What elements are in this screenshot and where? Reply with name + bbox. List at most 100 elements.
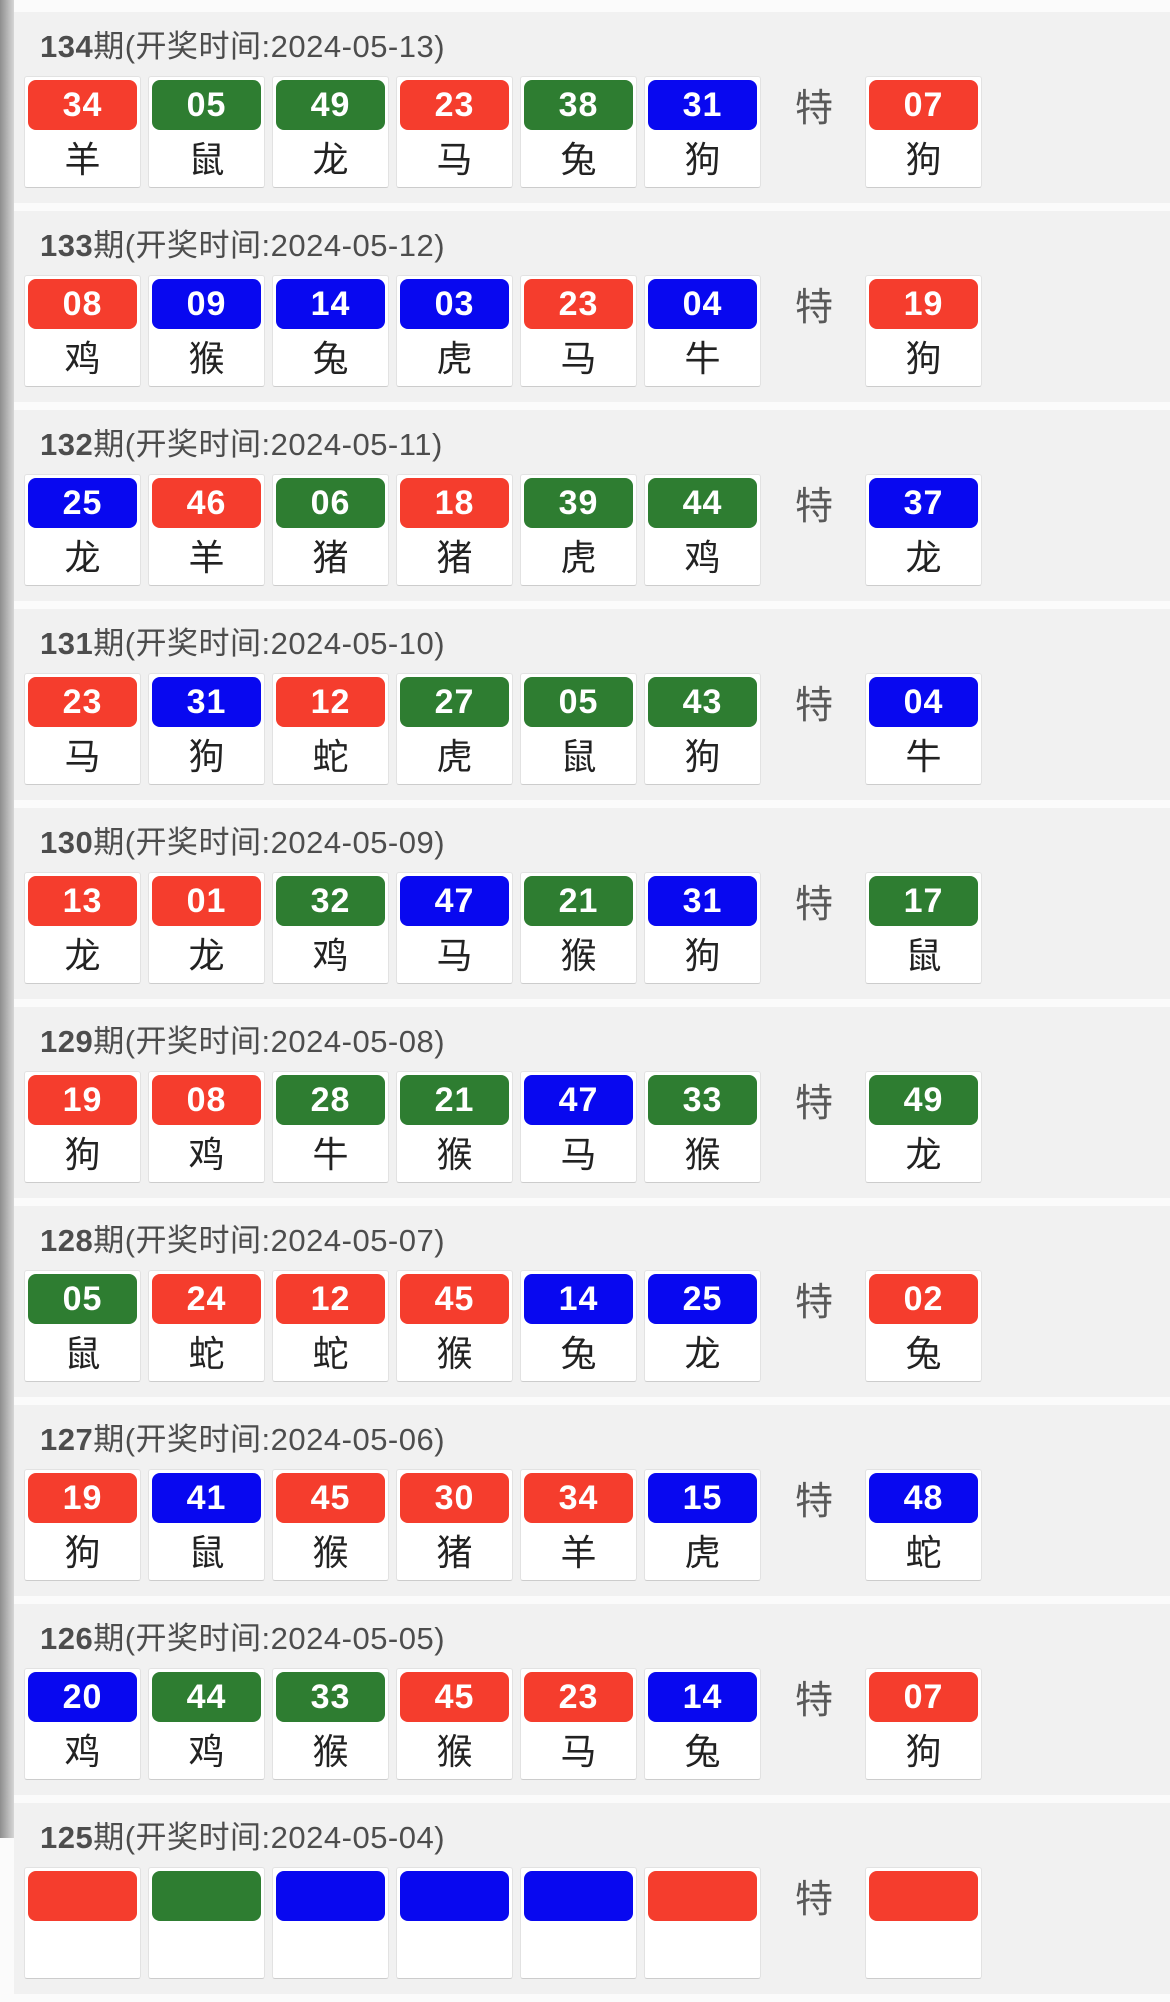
ball-cell: 25 龙: [644, 1270, 761, 1382]
ball-number: 47: [400, 876, 509, 926]
ball-cell: 44 鸡: [644, 474, 761, 586]
ball-cell: [644, 1867, 761, 1979]
draw-time-label: 期(开奖时间:2024-05-11): [93, 427, 443, 462]
ball-cell: 24 蛇: [148, 1270, 265, 1382]
ball-zodiac: 猪: [436, 1532, 473, 1573]
balls-row: 13 龙 01 龙 32 鸡 47 马 21 猴 31 狗 特 17 鼠: [24, 872, 1170, 984]
draw-result-block: 131期(开奖时间:2024-05-10) 23 马 31 狗 12 蛇 27 …: [14, 609, 1170, 800]
ball-number: 19: [28, 1075, 137, 1125]
draw-time-label: 期(开奖时间:2024-05-12): [93, 228, 446, 263]
special-ball-cell: 02 兔: [865, 1270, 982, 1382]
draw-time-label: 期(开奖时间:2024-05-05): [93, 1621, 446, 1656]
ball-cell: 31 狗: [644, 76, 761, 188]
ball-zodiac: 马: [560, 338, 597, 379]
ball-cell: 44 鸡: [148, 1668, 265, 1780]
ball-number: 14: [524, 1274, 633, 1324]
ball-cell: 03 虎: [396, 275, 513, 387]
ball-number: 25: [28, 478, 137, 528]
draw-period-header: 128期(开奖时间:2024-05-07): [40, 1222, 1170, 1260]
ball-zodiac: 龙: [905, 1134, 942, 1175]
ball-zodiac: 马: [560, 1731, 597, 1772]
special-ball-cell: 48 蛇: [865, 1469, 982, 1581]
draw-time-label: 期(开奖时间:2024-05-10): [93, 626, 446, 661]
ball-number: [648, 1871, 757, 1921]
special-marker-label: 特: [794, 883, 833, 926]
ball-zodiac: 羊: [188, 537, 225, 578]
draw-period-header: 129期(开奖时间:2024-05-08): [40, 1023, 1170, 1061]
ball-number: 14: [276, 279, 385, 329]
ball-cell: 38 兔: [520, 76, 637, 188]
ball-zodiac: 马: [436, 139, 473, 180]
draw-period-header: 127期(开奖时间:2024-05-06): [40, 1421, 1170, 1459]
ball-number: 37: [869, 478, 978, 528]
special-ball-cell: 07 狗: [865, 1668, 982, 1780]
ball-zodiac: 虎: [436, 736, 473, 777]
ball-zodiac: [276, 1921, 385, 1975]
ball-cell: 01 龙: [148, 872, 265, 984]
ball-zodiac: 蛇: [312, 736, 349, 777]
period-number: 131: [40, 626, 94, 661]
period-number: 132: [40, 427, 94, 462]
ball-zodiac: 鸡: [64, 338, 101, 379]
ball-number: 08: [28, 279, 137, 329]
ball-cell: 46 羊: [148, 474, 265, 586]
ball-cell: [148, 1867, 265, 1979]
ball-zodiac: 兔: [560, 139, 597, 180]
ball-cell: 34 羊: [520, 1469, 637, 1581]
draw-result-block: 128期(开奖时间:2024-05-07) 05 鼠 24 蛇 12 蛇 45 …: [14, 1206, 1170, 1397]
ball-zodiac: 鼠: [560, 736, 597, 777]
balls-row: 08 鸡 09 猴 14 兔 03 虎 23 马 04 牛 特 19 狗: [24, 275, 1170, 387]
ball-zodiac: 狗: [64, 1134, 101, 1175]
ball-number: 06: [276, 478, 385, 528]
ball-zodiac: 鸡: [64, 1731, 101, 1772]
ball-zodiac: 鼠: [188, 1532, 225, 1573]
ball-zodiac: 虎: [436, 338, 473, 379]
ball-zodiac: 兔: [560, 1333, 597, 1374]
ball-cell: 20 鸡: [24, 1668, 141, 1780]
special-marker-label: 特: [794, 1281, 833, 1324]
ball-number: 49: [869, 1075, 978, 1125]
ball-cell: 05 鼠: [148, 76, 265, 188]
special-marker-label: 特: [794, 485, 833, 528]
ball-number: 04: [869, 677, 978, 727]
draw-time-label: 期(开奖时间:2024-05-09): [93, 825, 446, 860]
balls-row: 20 鸡 44 鸡 33 猴 45 猴 23 马 14 兔 特 07 狗: [24, 1668, 1170, 1780]
ball-number: [276, 1871, 385, 1921]
ball-number: 45: [400, 1672, 509, 1722]
ball-number: 07: [869, 80, 978, 130]
ball-cell: 49 龙: [272, 76, 389, 188]
balls-row: 特: [24, 1867, 1170, 1979]
ball-zodiac: 狗: [905, 1731, 942, 1772]
ball-zodiac: [869, 1921, 978, 1975]
period-number: 129: [40, 1024, 94, 1059]
period-number: 126: [40, 1621, 94, 1656]
ball-zodiac: [400, 1921, 509, 1975]
ball-cell: 31 狗: [644, 872, 761, 984]
ball-cell: 47 马: [520, 1071, 637, 1183]
ball-number: 03: [400, 279, 509, 329]
draw-time-label: 期(开奖时间:2024-05-07): [93, 1223, 446, 1258]
ball-zodiac: 鼠: [188, 139, 225, 180]
ball-zodiac: 马: [436, 935, 473, 976]
ball-cell: 08 鸡: [24, 275, 141, 387]
ball-cell: 34 羊: [24, 76, 141, 188]
ball-number: [152, 1871, 261, 1921]
ball-cell: 21 猴: [520, 872, 637, 984]
draw-result-block: 134期(开奖时间:2024-05-13) 34 羊 05 鼠 49 龙 23 …: [14, 12, 1170, 203]
ball-cell: [272, 1867, 389, 1979]
ball-cell: 09 猴: [148, 275, 265, 387]
ball-number: 23: [400, 80, 509, 130]
ball-zodiac: 羊: [64, 139, 101, 180]
special-ball-cell: 17 鼠: [865, 872, 982, 984]
ball-number: 44: [648, 478, 757, 528]
ball-number: 15: [648, 1473, 757, 1523]
ball-zodiac: 狗: [684, 736, 721, 777]
ball-number: 43: [648, 677, 757, 727]
ball-cell: 30 猪: [396, 1469, 513, 1581]
ball-number: 48: [869, 1473, 978, 1523]
special-marker-label: 特: [794, 1878, 833, 1921]
special-ball-cell: 49 龙: [865, 1071, 982, 1183]
ball-number: 38: [524, 80, 633, 130]
ball-number: 01: [152, 876, 261, 926]
ball-zodiac: 马: [64, 736, 101, 777]
